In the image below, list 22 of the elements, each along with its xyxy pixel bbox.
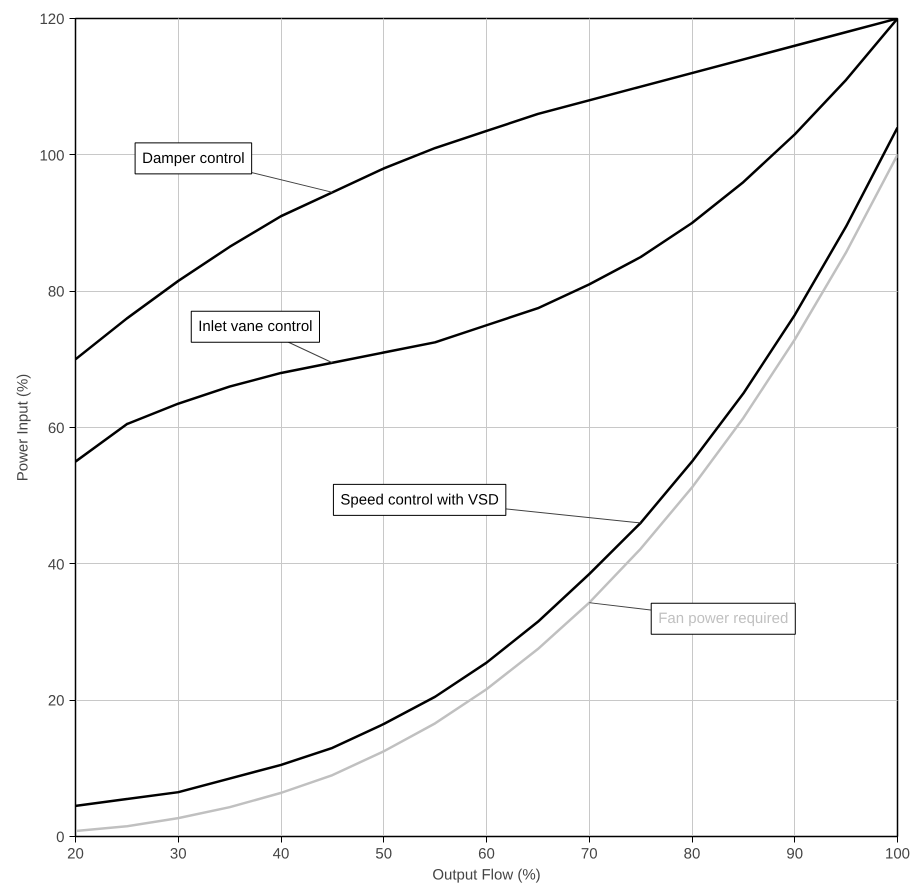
- y-tick-label: 80: [48, 284, 65, 301]
- x-axis-title: Output Flow (%): [432, 866, 541, 884]
- text: Damper control: [142, 150, 245, 167]
- text: Fan power required: [658, 610, 788, 628]
- x-tick-label: 20: [67, 846, 84, 862]
- x-tick-label: 30: [170, 846, 187, 862]
- x-tick-label: 100: [884, 846, 910, 862]
- y-tick-label: 100: [39, 147, 65, 164]
- y-tick-label: 120: [39, 11, 65, 28]
- y-tick-label: 40: [48, 556, 65, 574]
- text: Speed control with VSD: [340, 491, 499, 508]
- text: Inlet vane control: [198, 318, 313, 336]
- x-tick-label: 80: [684, 846, 700, 862]
- y-tick-label: 0: [56, 829, 64, 846]
- x-tick-label: 70: [580, 846, 598, 862]
- x-tick-label: 90: [786, 846, 804, 862]
- y-tick-label: 60: [48, 420, 65, 437]
- y-tick-label: 20: [48, 692, 65, 710]
- y-axis-title: Power Input (%): [14, 374, 32, 482]
- x-tick-label: 40: [272, 846, 290, 862]
- x-tick-label: 50: [375, 846, 392, 862]
- x-tick-label: 60: [478, 846, 495, 862]
